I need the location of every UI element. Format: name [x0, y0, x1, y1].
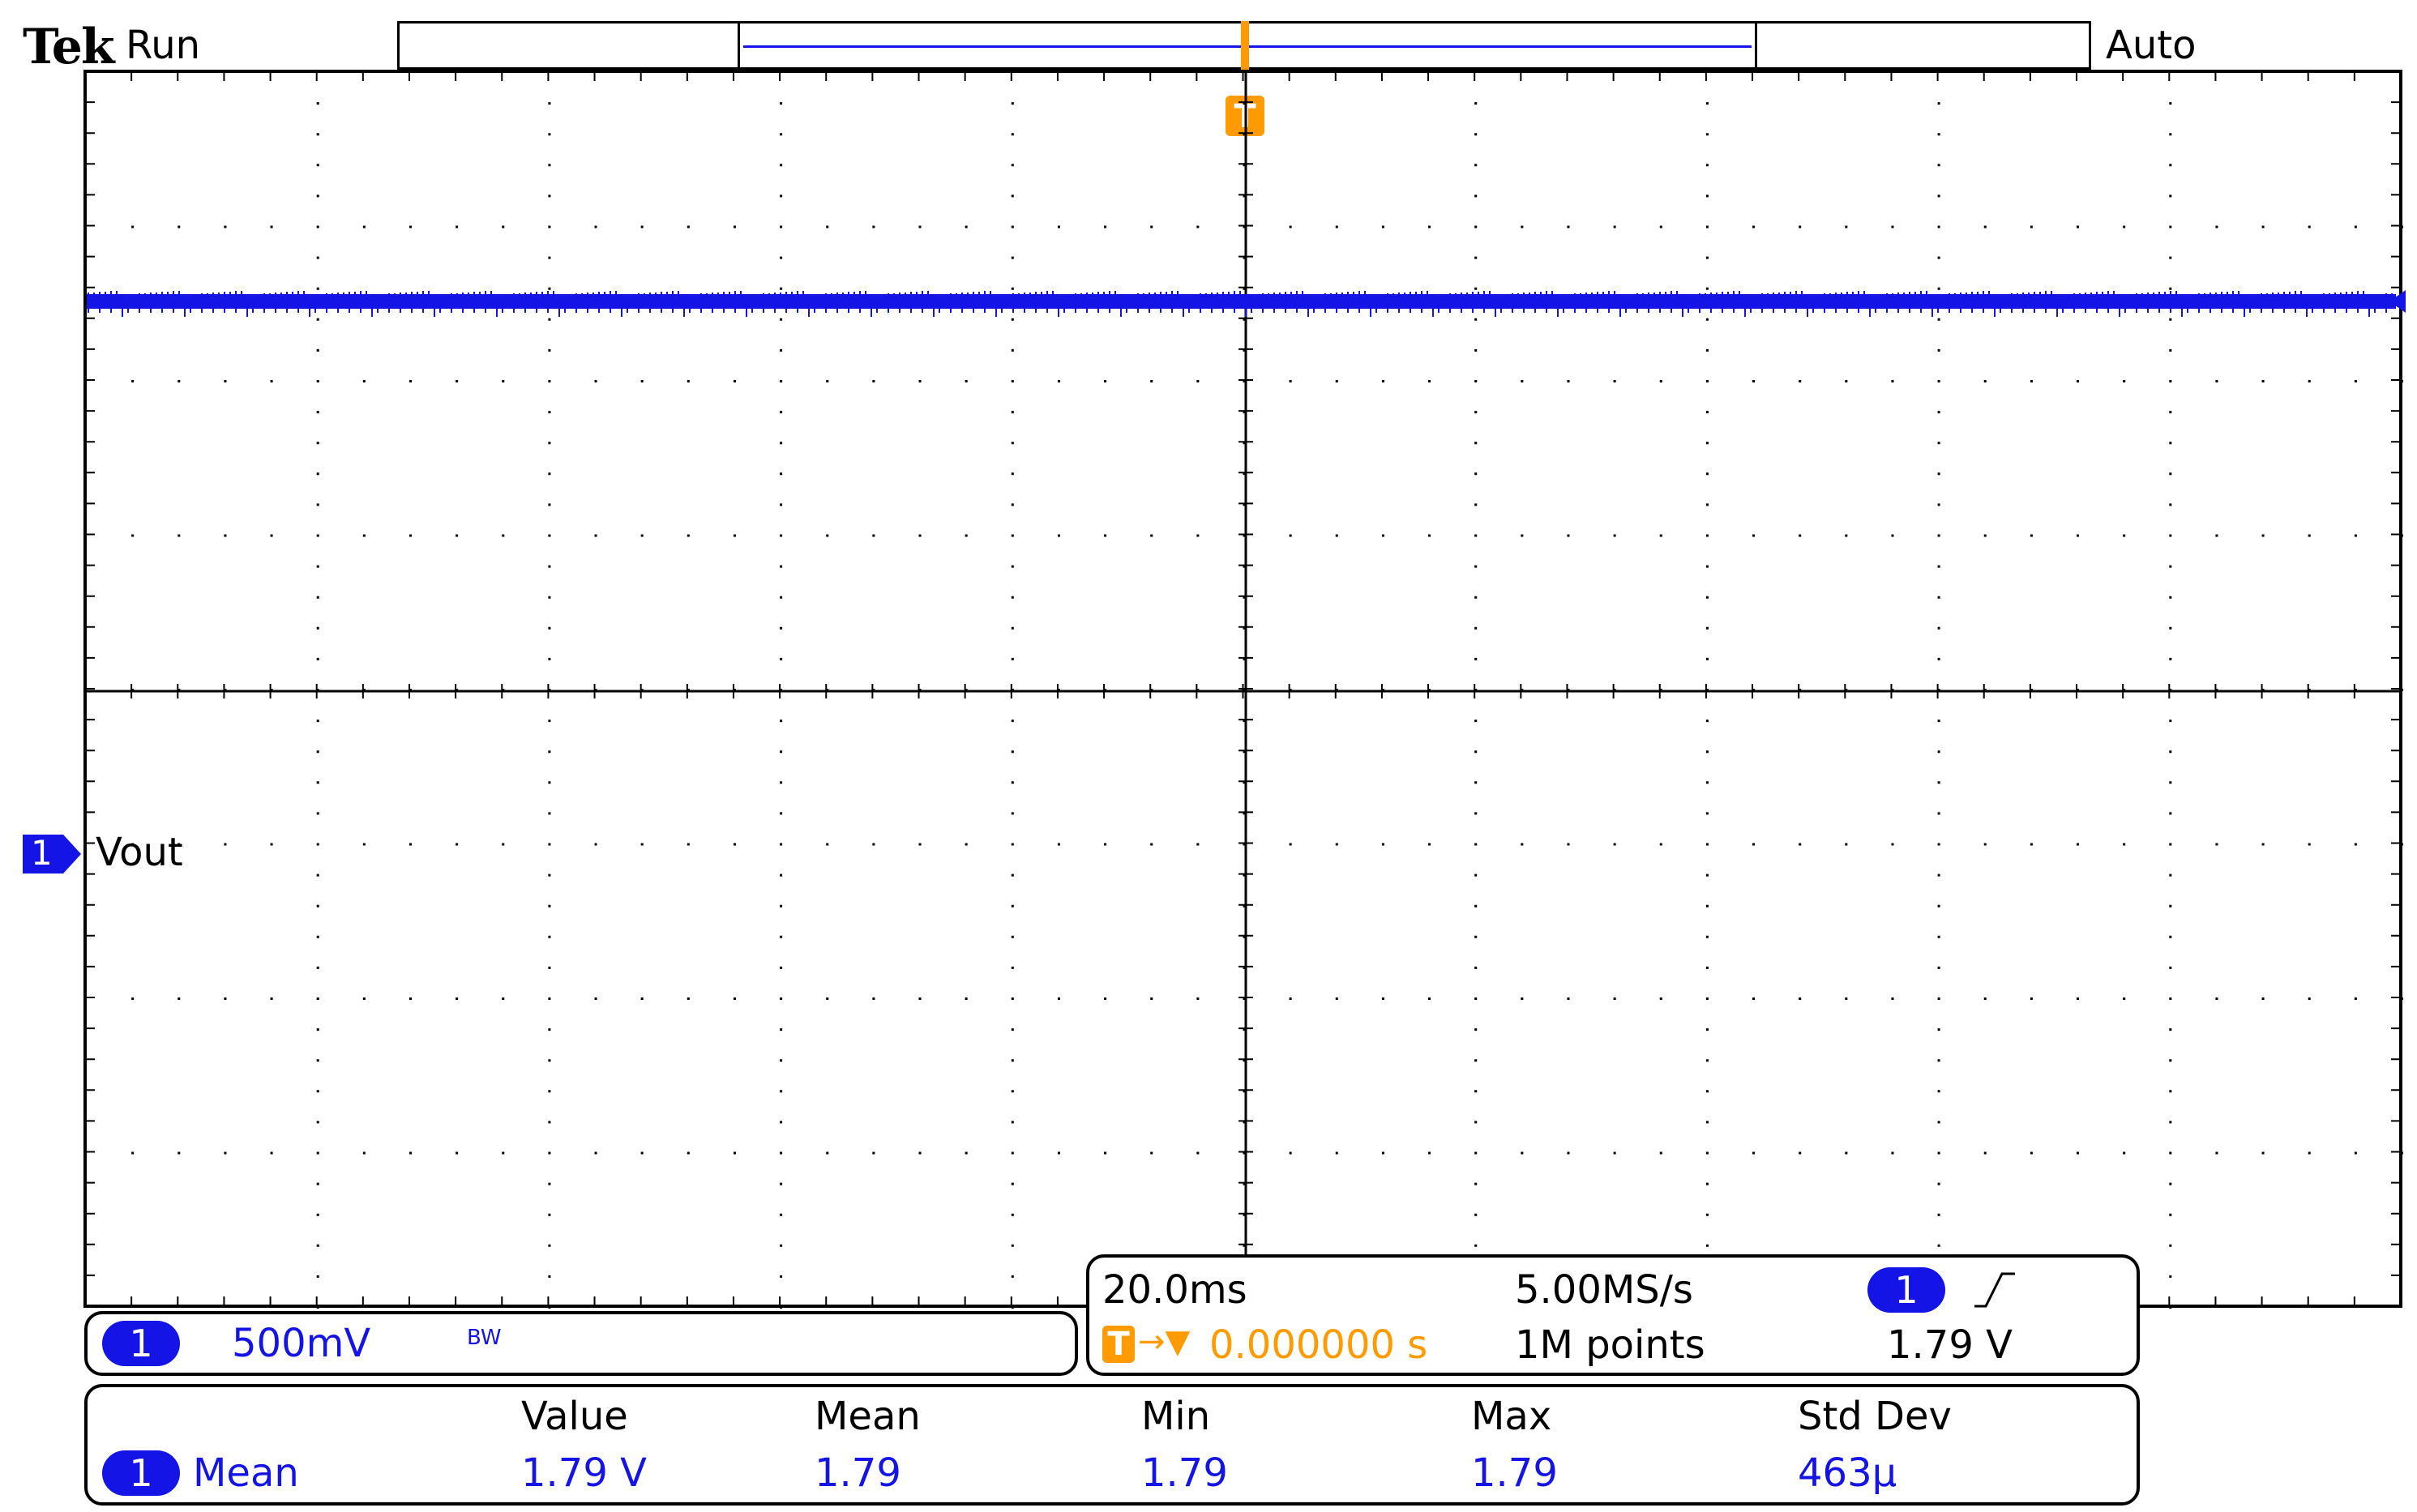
center-ticks [130, 101, 2402, 1307]
edge-ticks [85, 71, 2402, 1307]
meas-channel-badge: 1 [102, 1450, 180, 1496]
trigger-mode: Auto [2106, 23, 2197, 68]
vertical-settings-panel[interactable]: 1 500mV BW [84, 1311, 1078, 1376]
channel1-ground-marker[interactable]: 1 [19, 831, 84, 877]
vertical-channel-badge: 1 [102, 1321, 180, 1366]
trigger-source-badge: 1 [1867, 1267, 1945, 1313]
bandwidth-limit-text: BW [467, 1326, 502, 1350]
meas-min: 1.79 [1141, 1450, 1228, 1496]
measurements-panel[interactable]: Value Mean Min Max Std Dev 1 Mean 1.79 V… [84, 1384, 2140, 1506]
meas-value: 1.79 V [521, 1450, 647, 1496]
channel1-noise [88, 291, 2393, 318]
record-length: 1M points [1515, 1322, 1705, 1368]
record-view-trigger-pin [1236, 21, 1254, 70]
trigger-level: 1.79 V [1887, 1322, 2013, 1368]
meas-name: Mean [193, 1450, 299, 1496]
timebase-scale: 20.0ms [1102, 1267, 1247, 1313]
timebase-panel[interactable]: 20.0ms 5.00MS/s 1 T →▼ 0.000000 s 1M poi… [1086, 1254, 2140, 1376]
meas-header-min: Min [1141, 1394, 1211, 1439]
bandwidth-limit-icon: BW [467, 1327, 502, 1348]
meas-header-stddev: Std Dev [1798, 1394, 1952, 1439]
sample-rate: 5.00MS/s [1515, 1267, 1693, 1313]
meas-header-value: Value [521, 1394, 628, 1439]
vertical-scale: 500mV [232, 1321, 371, 1366]
meas-max: 1.79 [1471, 1450, 1558, 1496]
meas-mean: 1.79 [815, 1450, 901, 1496]
brand-logo: Tek [23, 19, 115, 75]
grid-dots [131, 102, 2404, 1309]
channel1-trigger-level-icon [2389, 290, 2406, 314]
horizontal-delay: 0.000000 s [1209, 1322, 1428, 1368]
channel1-label: Vout [96, 830, 183, 875]
acquisition-status: Run [126, 23, 201, 68]
channel1-trace [87, 294, 2396, 310]
delay-trigger-icon: T [1102, 1326, 1135, 1363]
channel1-marker-number: 1 [31, 833, 53, 873]
meas-header-mean: Mean [815, 1394, 921, 1439]
meas-stddev: 463µ [1798, 1450, 1897, 1496]
delay-arrow-icon: →▼ [1138, 1323, 1191, 1360]
ch1-arrow-icon [23, 835, 81, 873]
meas-header-max: Max [1471, 1394, 1552, 1439]
rising-edge-icon [1974, 1272, 2015, 1308]
